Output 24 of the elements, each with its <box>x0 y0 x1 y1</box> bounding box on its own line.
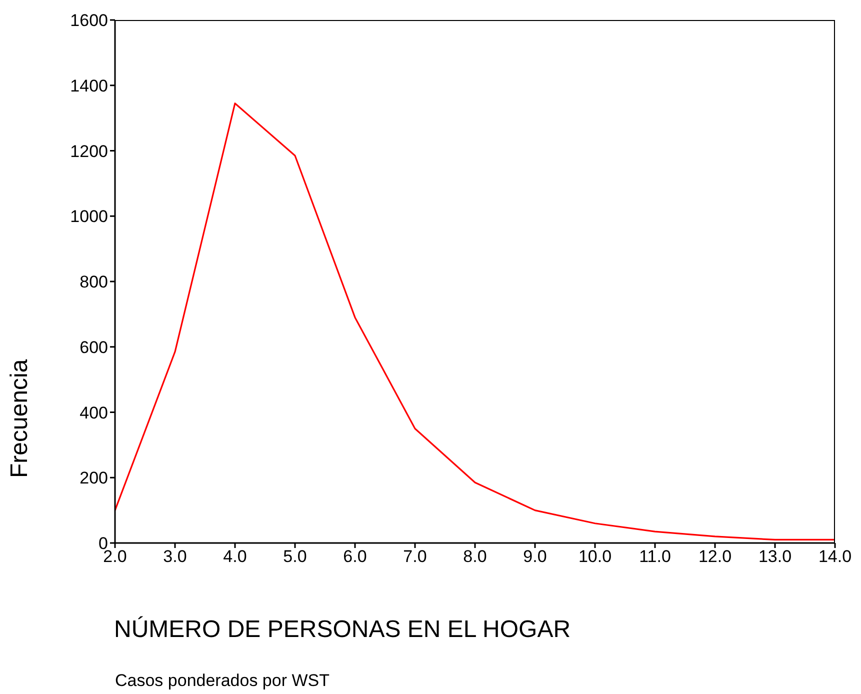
x-tick-label: 8.0 <box>463 547 487 566</box>
x-tick-label: 3.0 <box>163 547 187 566</box>
y-tick-label: 400 <box>80 403 108 422</box>
x-tick-label: 11.0 <box>639 547 671 566</box>
x-tick-label: 9.0 <box>523 547 547 566</box>
y-tick-label: 800 <box>80 272 108 292</box>
y-tick-label: 1400 <box>70 76 108 96</box>
y-tick-label: 1200 <box>70 142 108 161</box>
x-tick-label: 5.0 <box>283 547 307 566</box>
x-tick-label: 10.0 <box>578 547 612 566</box>
x-tick-label: 13.0 <box>758 547 792 566</box>
y-tick-label: 1000 <box>70 207 108 226</box>
x-tick-label: 6.0 <box>343 547 367 566</box>
x-tick-label: 7.0 <box>403 547 427 566</box>
y-tick-label: 200 <box>80 468 108 488</box>
line-series <box>115 102 835 541</box>
text: Casos ponderados por WST <box>115 671 330 691</box>
x-axis-title: NÚMERO DE PERSONAS EN EL HOGAR <box>114 616 571 644</box>
x-tick-label: 14.0 <box>818 547 852 566</box>
y-tick-label: 1600 <box>70 11 108 30</box>
x-tick-label: 4.0 <box>223 547 247 566</box>
y-tick-label: 600 <box>80 338 108 357</box>
y-axis-title: Frecuencia <box>6 359 34 478</box>
x-tick-label: 12.0 <box>698 547 732 566</box>
